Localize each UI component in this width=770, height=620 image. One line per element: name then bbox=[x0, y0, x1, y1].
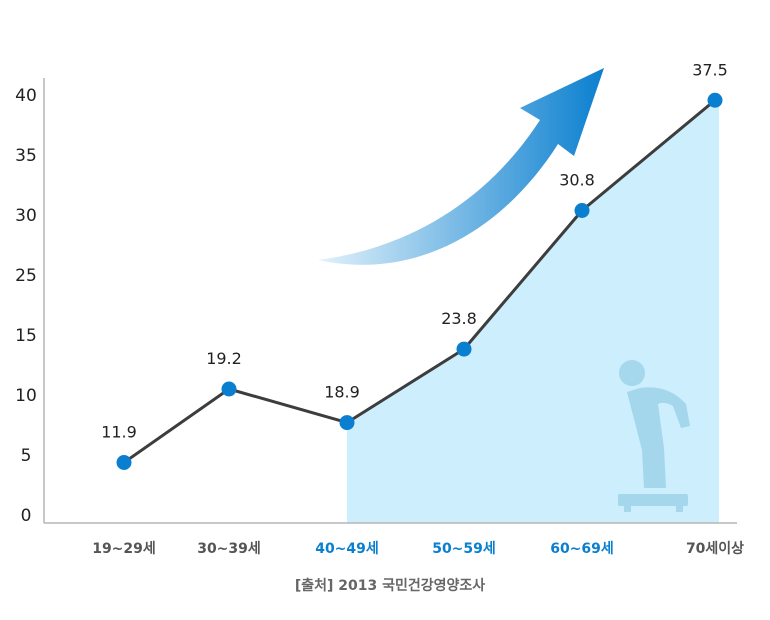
x-tick-label: 70세이상 bbox=[686, 540, 744, 557]
data-label: 30.8 bbox=[559, 171, 595, 190]
y-tick-label: 35 bbox=[15, 146, 37, 166]
elderly-person-on-scale-icon bbox=[618, 360, 690, 512]
y-tick-label: 0 bbox=[21, 506, 32, 526]
y-tick-label: 25 bbox=[15, 266, 37, 286]
data-label: 19.2 bbox=[206, 349, 242, 368]
data-markers bbox=[116, 92, 723, 470]
data-label: 23.8 bbox=[441, 309, 477, 328]
data-label: 37.5 bbox=[692, 60, 728, 79]
y-tick-label: 40 bbox=[15, 86, 37, 106]
y-tick-label: 5 bbox=[21, 446, 32, 466]
y-axis-ticks: 0 5 10 15 25 30 35 40 bbox=[15, 86, 37, 526]
source-note: [출처] 2013 국민건강영양조사 bbox=[295, 577, 485, 594]
x-tick-label: 19~29세 bbox=[92, 541, 156, 557]
x-tick-label: 60~69세 bbox=[550, 541, 614, 557]
data-point bbox=[116, 455, 132, 470]
data-label: 11.9 bbox=[101, 423, 137, 442]
data-point bbox=[221, 381, 237, 397]
data-point bbox=[456, 341, 472, 357]
curved-up-arrow-icon bbox=[318, 68, 604, 265]
x-tick-label: 50~59세 bbox=[432, 541, 496, 557]
x-tick-label: 30~39세 bbox=[197, 541, 261, 557]
data-point bbox=[574, 203, 590, 218]
y-tick-label: 30 bbox=[15, 206, 37, 226]
data-point bbox=[707, 92, 723, 108]
shaded-area bbox=[347, 100, 719, 523]
y-tick-label: 10 bbox=[15, 386, 37, 406]
data-labels: 11.9 19.2 18.9 23.8 30.8 37.5 bbox=[101, 60, 728, 441]
data-point bbox=[339, 415, 355, 431]
series-line bbox=[123, 99, 716, 464]
x-axis-tick-labels: 19~29세 30~39세 40~49세 50~59세 60~69세 70세이상 bbox=[92, 540, 744, 557]
data-label: 18.9 bbox=[324, 383, 360, 402]
x-tick-label: 40~49세 bbox=[315, 541, 379, 557]
y-tick-label: 15 bbox=[15, 326, 37, 346]
